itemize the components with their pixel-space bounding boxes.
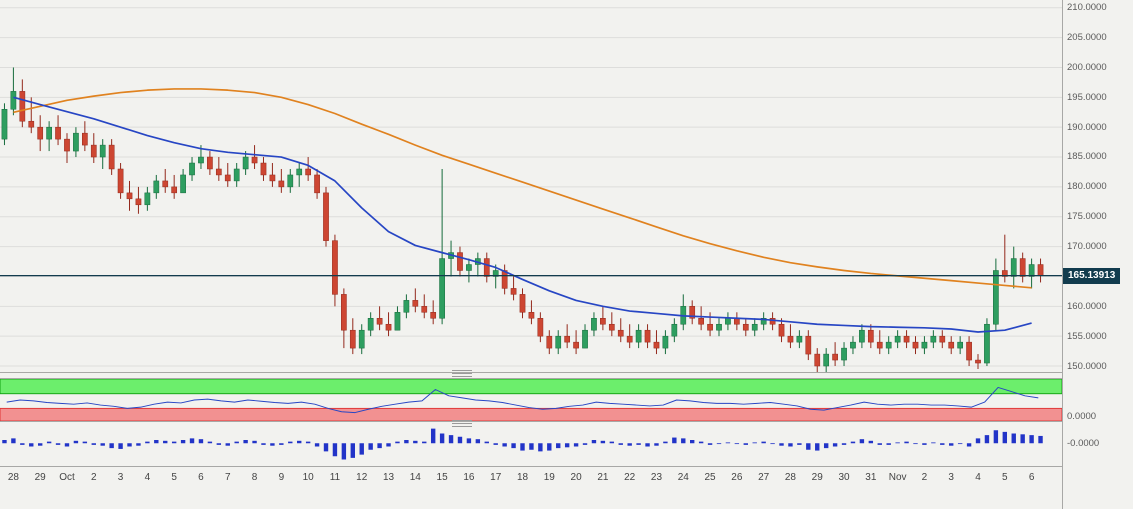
date-label: 28 (7, 472, 19, 483)
candlestick-series (1, 67, 1044, 372)
overbought-band (0, 379, 1062, 395)
date-label: 19 (543, 472, 555, 483)
price-tick-label: 160.0000 (1067, 301, 1107, 313)
ma-slow-line (13, 88, 1032, 289)
price-tick-label: 155.0000 (1067, 331, 1107, 343)
date-label: 18 (516, 472, 529, 483)
date-label: 4 (144, 472, 151, 483)
date-label: 28 (784, 472, 796, 483)
date-label: 6 (198, 472, 204, 483)
histogram-axis-tick: -0.0000 (1067, 437, 1100, 449)
date-label: 29 (811, 472, 823, 483)
date-label: 4 (975, 472, 981, 483)
grid-lines (0, 7, 1062, 367)
date-label: Oct (59, 472, 75, 483)
histogram-bars (2, 428, 1043, 460)
price-tick-label: 175.0000 (1067, 211, 1107, 223)
oscillator-panel[interactable] (0, 378, 1062, 422)
date-label: 21 (597, 472, 609, 483)
oversold-band (0, 407, 1062, 421)
date-label: 17 (490, 472, 502, 483)
date-label: 14 (409, 472, 421, 483)
price-tick-label: 210.0000 (1067, 1, 1107, 13)
date-label: 2 (91, 472, 97, 483)
last-price-tag: 165.13913 (1063, 268, 1121, 285)
price-tick-label: 185.0000 (1067, 151, 1107, 163)
panel-splitter-handle[interactable] (452, 420, 472, 428)
date-label: 25 (704, 472, 716, 483)
date-label: 7 (224, 472, 231, 483)
price-tick-label: 205.0000 (1067, 31, 1107, 43)
date-label: 6 (1028, 472, 1035, 483)
date-label: 31 (865, 472, 877, 483)
price-tick-label: 180.0000 (1067, 181, 1107, 193)
date-label: 22 (624, 472, 636, 483)
date-label: 27 (758, 472, 770, 483)
oscillator-axis-tick: 0.0000 (1067, 411, 1097, 422)
date-label: 24 (677, 472, 689, 483)
date-label: 2 (921, 472, 928, 483)
price-tick-label: 190.0000 (1067, 121, 1107, 133)
date-label: 9 (278, 472, 285, 483)
main-price-chart[interactable] (0, 0, 1062, 373)
oscillator-line (6, 386, 1039, 414)
date-label: 5 (1002, 472, 1008, 483)
price-axis[interactable]: 165.13913 0.0000 -0.0000 210.0000 205.000… (1062, 0, 1133, 509)
date-label: 29 (34, 472, 46, 483)
time-axis[interactable]: 28 29 Oct 2 3 4 5 6 7 8 9 10 11 12 13 14 15 16 17 18 19 20 21 2… (0, 468, 1062, 492)
price-tick-label: 195.0000 (1067, 91, 1107, 103)
panel-splitter-handle[interactable] (452, 370, 472, 378)
date-label: 3 (117, 472, 124, 483)
date-label: 8 (251, 472, 258, 483)
date-label: 3 (948, 472, 954, 483)
price-tick-label: 150.0000 (1067, 361, 1107, 372)
date-label: 15 (436, 472, 448, 483)
date-label: 10 (302, 472, 314, 483)
date-label: 20 (570, 472, 582, 483)
date-label: Nov (888, 472, 907, 483)
price-tick-label: 200.0000 (1067, 61, 1107, 73)
date-label: 12 (356, 472, 368, 483)
price-tick-label: 170.0000 (1067, 241, 1107, 253)
date-label: 16 (463, 472, 475, 483)
date-label: 5 (171, 472, 177, 483)
date-label: 30 (838, 472, 850, 483)
ma-fast-line (13, 96, 1032, 333)
date-label: 23 (650, 472, 663, 483)
date-label: 11 (329, 472, 341, 483)
histogram-panel[interactable] (0, 427, 1062, 467)
date-label: 13 (382, 472, 395, 483)
date-label: 26 (731, 472, 743, 483)
